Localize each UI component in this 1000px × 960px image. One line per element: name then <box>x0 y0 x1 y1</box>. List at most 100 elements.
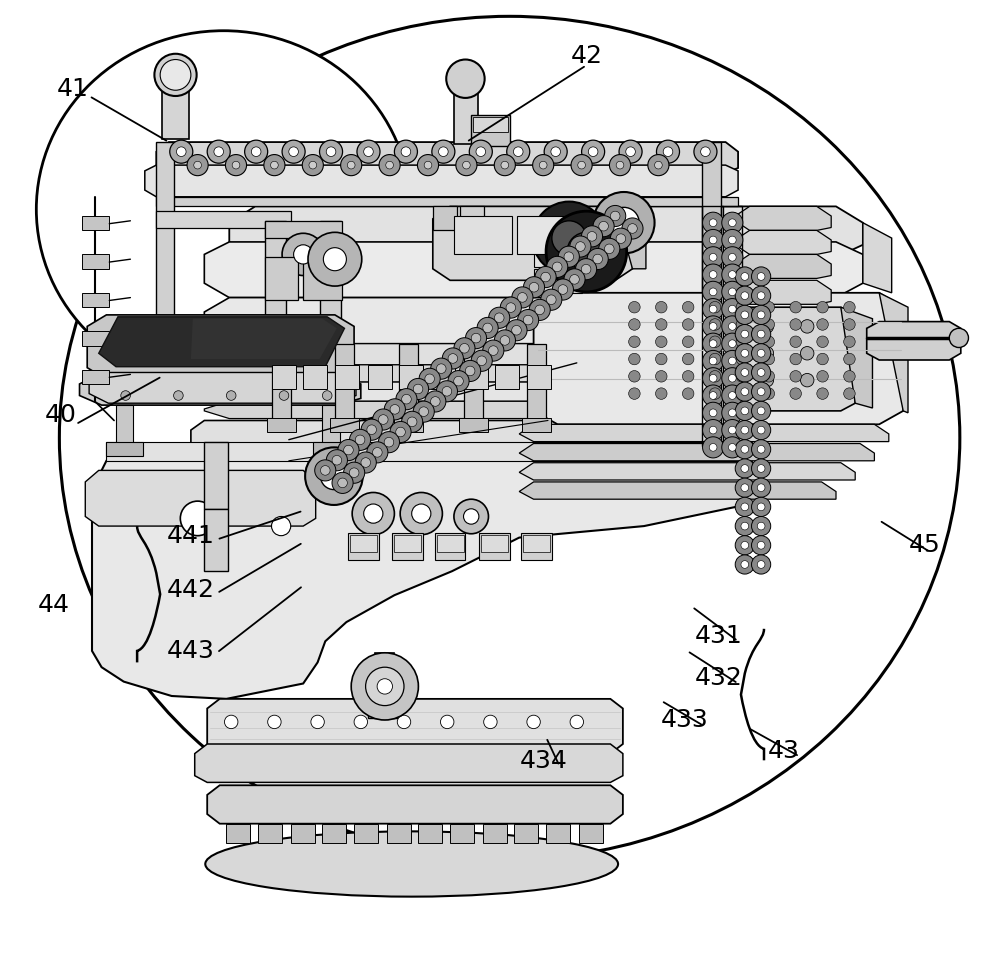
Circle shape <box>763 301 775 313</box>
Circle shape <box>373 447 382 457</box>
Circle shape <box>682 336 694 348</box>
Circle shape <box>279 391 289 400</box>
Circle shape <box>619 140 642 163</box>
Circle shape <box>736 371 748 382</box>
Circle shape <box>309 161 317 169</box>
Circle shape <box>703 281 724 302</box>
Circle shape <box>436 364 446 373</box>
Polygon shape <box>433 206 457 230</box>
Circle shape <box>703 229 724 251</box>
Circle shape <box>709 271 717 278</box>
Circle shape <box>547 295 556 304</box>
Polygon shape <box>265 221 286 374</box>
Polygon shape <box>519 424 889 442</box>
Circle shape <box>588 147 598 156</box>
Circle shape <box>722 368 743 389</box>
Text: 43: 43 <box>767 739 799 762</box>
Circle shape <box>394 140 417 163</box>
Circle shape <box>736 388 748 399</box>
Circle shape <box>187 155 208 176</box>
Circle shape <box>728 409 736 417</box>
Polygon shape <box>863 223 892 293</box>
Circle shape <box>735 516 754 536</box>
Circle shape <box>377 679 392 694</box>
Circle shape <box>364 504 383 523</box>
Polygon shape <box>204 242 863 298</box>
Circle shape <box>593 254 602 264</box>
Circle shape <box>728 392 736 399</box>
Circle shape <box>763 353 775 365</box>
Polygon shape <box>303 365 327 389</box>
Circle shape <box>207 140 230 163</box>
Circle shape <box>432 140 455 163</box>
Circle shape <box>460 360 481 381</box>
Circle shape <box>379 155 400 176</box>
Circle shape <box>535 267 556 288</box>
Polygon shape <box>348 533 379 560</box>
Circle shape <box>361 420 382 441</box>
Circle shape <box>682 388 694 399</box>
Circle shape <box>682 319 694 330</box>
Polygon shape <box>350 535 377 552</box>
Circle shape <box>476 147 486 156</box>
Circle shape <box>760 347 774 360</box>
Text: 431: 431 <box>695 624 743 648</box>
Circle shape <box>402 411 423 432</box>
Circle shape <box>709 371 721 382</box>
Circle shape <box>752 363 771 382</box>
Circle shape <box>539 161 547 169</box>
Circle shape <box>344 445 353 455</box>
Circle shape <box>728 357 736 365</box>
Polygon shape <box>229 206 863 257</box>
Circle shape <box>800 373 814 387</box>
Circle shape <box>629 319 640 330</box>
Circle shape <box>741 561 749 568</box>
Circle shape <box>741 369 749 376</box>
Circle shape <box>735 459 754 478</box>
Polygon shape <box>735 280 831 304</box>
Polygon shape <box>454 216 512 254</box>
Circle shape <box>448 353 458 363</box>
Circle shape <box>448 371 469 392</box>
Circle shape <box>709 374 717 382</box>
Polygon shape <box>145 165 738 197</box>
Circle shape <box>663 147 673 156</box>
Circle shape <box>703 368 724 389</box>
Circle shape <box>741 349 749 357</box>
Circle shape <box>790 319 801 330</box>
Polygon shape <box>519 463 855 480</box>
Circle shape <box>703 402 724 423</box>
Circle shape <box>564 252 574 261</box>
Circle shape <box>245 140 268 163</box>
Polygon shape <box>265 221 342 238</box>
Circle shape <box>703 437 724 458</box>
Circle shape <box>500 297 521 318</box>
Circle shape <box>817 301 828 313</box>
Circle shape <box>757 541 765 549</box>
Text: 42: 42 <box>570 44 602 68</box>
Polygon shape <box>258 824 282 843</box>
Circle shape <box>760 320 774 333</box>
Polygon shape <box>85 470 316 526</box>
Circle shape <box>326 449 347 470</box>
Circle shape <box>741 311 749 319</box>
Circle shape <box>817 336 828 348</box>
Circle shape <box>760 373 774 387</box>
Circle shape <box>571 155 592 176</box>
Polygon shape <box>517 216 575 254</box>
Circle shape <box>844 371 855 382</box>
Circle shape <box>741 273 749 280</box>
Polygon shape <box>546 824 570 843</box>
Circle shape <box>703 316 724 337</box>
Polygon shape <box>204 509 228 571</box>
Circle shape <box>728 323 736 330</box>
Polygon shape <box>195 744 623 782</box>
Circle shape <box>564 269 585 290</box>
Circle shape <box>570 236 591 257</box>
Circle shape <box>378 415 388 424</box>
Circle shape <box>349 468 359 477</box>
Circle shape <box>722 316 743 337</box>
Circle shape <box>332 455 342 465</box>
Circle shape <box>593 192 655 253</box>
Polygon shape <box>322 824 346 843</box>
